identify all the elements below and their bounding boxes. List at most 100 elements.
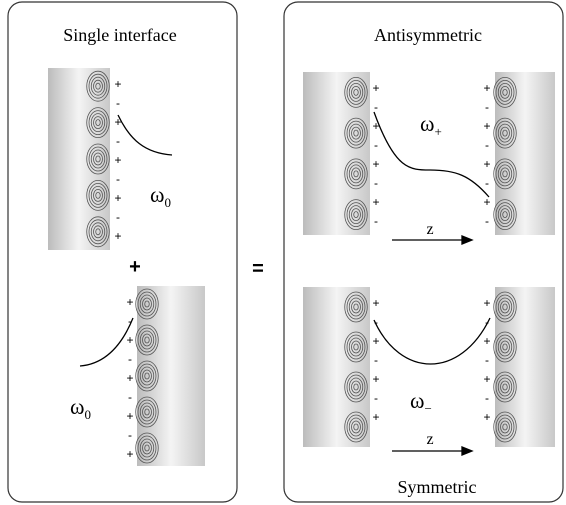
- charge-swirl: [95, 82, 101, 90]
- charge-swirl: [497, 297, 513, 317]
- omega-label: ω0: [150, 182, 171, 210]
- arrow-head: [461, 235, 474, 245]
- charge-swirl: [493, 117, 517, 149]
- charge: +: [372, 410, 379, 424]
- charge: -: [485, 100, 489, 114]
- equals-operator: =: [252, 258, 264, 280]
- charge-swirl: [353, 423, 359, 431]
- charge-swirl: [142, 441, 152, 455]
- charge: -: [128, 352, 132, 366]
- plus-operator: +: [129, 256, 141, 278]
- charge-swirl: [344, 411, 368, 443]
- top-title: Antisymmetric: [374, 25, 482, 45]
- charge: -: [116, 172, 120, 186]
- charge-swirl: [502, 343, 508, 351]
- charge-swirl: [86, 70, 110, 102]
- charge: +: [483, 119, 490, 133]
- charge-swirl: [93, 225, 103, 239]
- charge: +: [126, 295, 133, 309]
- charge-swirl: [90, 222, 106, 242]
- charge-swirl: [348, 417, 364, 437]
- charge-swirl: [346, 414, 366, 440]
- metal-slab: + - + - + - + -: [303, 72, 380, 235]
- charge: +: [372, 296, 379, 310]
- charge-swirl: [344, 117, 368, 149]
- charge-swirl: [493, 331, 517, 363]
- charge-swirl: [139, 330, 155, 350]
- field-curves: [79, 111, 491, 367]
- charge-swirl: [495, 334, 515, 360]
- omega-minus: ω−: [410, 388, 432, 416]
- charge-swirl: [86, 107, 110, 138]
- charge-swirl: [137, 291, 157, 317]
- charge-swirl: [139, 402, 155, 422]
- charge-swirl: [493, 371, 517, 403]
- charge-swirl: [346, 294, 366, 320]
- charge-swirl: [497, 337, 513, 357]
- charge: +: [483, 195, 490, 209]
- charge-swirl: [86, 216, 110, 248]
- charge-swirl: [93, 152, 103, 166]
- charge-swirl: [500, 340, 510, 354]
- charge-swirl: [135, 360, 159, 392]
- symmetric-curve: [373, 317, 491, 365]
- charge: +: [114, 191, 121, 205]
- charge-swirl: [497, 164, 513, 184]
- decay-curve: [79, 317, 134, 367]
- charge: +: [483, 157, 490, 171]
- metal-slab: + - + - + - + -: [483, 72, 555, 235]
- charge-swirl: [348, 377, 364, 397]
- charge-swirl: [346, 79, 366, 105]
- omega-subscript: 0: [84, 407, 91, 422]
- charge: -: [485, 138, 489, 152]
- charge-swirl: [351, 85, 361, 99]
- arrow-head: [461, 446, 474, 456]
- charge: +: [483, 372, 490, 386]
- omega-symbol: ω: [150, 182, 164, 207]
- charge-swirl: [93, 79, 103, 93]
- slab-body: [495, 72, 555, 235]
- omega-plus: ω+: [420, 111, 442, 139]
- slab-body: [303, 287, 370, 447]
- charge-swirl: [95, 119, 101, 126]
- charge: -: [374, 100, 378, 114]
- charge: +: [372, 334, 379, 348]
- charge-swirl: [135, 396, 159, 428]
- charge-swirl: [346, 202, 366, 228]
- charge: -: [374, 391, 378, 405]
- charge-swirl: [495, 120, 515, 146]
- charge-swirl: [500, 380, 510, 394]
- charge: -: [485, 391, 489, 405]
- charge-swirl: [348, 164, 364, 184]
- right-panel: [283, 1, 564, 503]
- charge: +: [126, 371, 133, 385]
- charge-swirl: [353, 129, 359, 137]
- charge: -: [374, 176, 378, 190]
- charge-swirl: [502, 88, 508, 96]
- charge-swirl: [344, 76, 368, 108]
- charge-swirl: [351, 380, 361, 394]
- charge-swirl: [493, 76, 517, 108]
- slab-body: [303, 72, 370, 235]
- charge-swirl: [495, 202, 515, 228]
- charge: -: [128, 390, 132, 404]
- charge-swirl: [93, 116, 103, 129]
- charge-swirl: [493, 199, 517, 231]
- charge-swirl: [500, 420, 510, 434]
- charge-swirl: [344, 158, 368, 190]
- charge-swirl: [86, 143, 110, 175]
- charge: -: [374, 315, 378, 329]
- charge-swirl: [139, 366, 155, 386]
- antisymmetric-curve: [373, 111, 490, 198]
- charge-swirl: [351, 300, 361, 314]
- charge-swirl: [139, 294, 155, 314]
- charge: +: [483, 410, 490, 424]
- metal-slab: + - + - + - +: [483, 287, 555, 447]
- charge: +: [372, 119, 379, 133]
- charge-swirl: [142, 369, 152, 383]
- charge-swirl: [88, 73, 108, 99]
- charge-swirl: [90, 149, 106, 169]
- omega-subscript: +: [434, 124, 441, 139]
- charge-swirl: [144, 300, 150, 308]
- charge-swirl: [351, 420, 361, 434]
